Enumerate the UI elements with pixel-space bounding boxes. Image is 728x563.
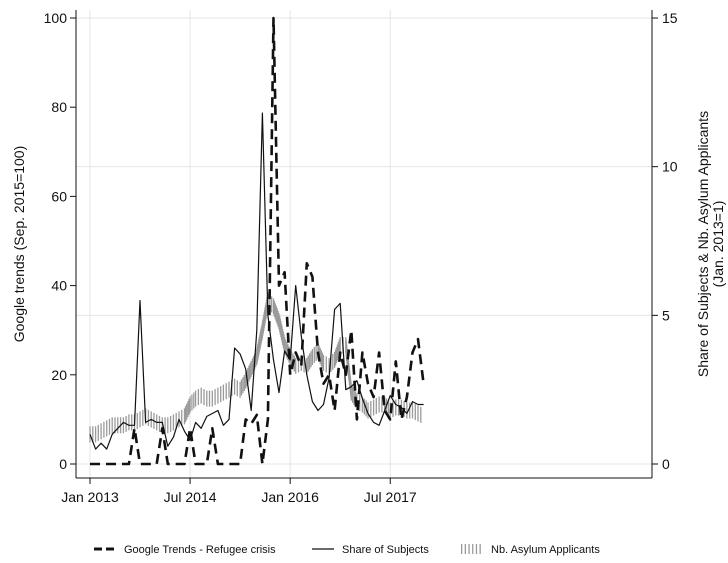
left-tick-label: 40 xyxy=(51,278,67,294)
right-tick-label: 10 xyxy=(662,159,678,175)
series-asylum-applicants xyxy=(89,292,422,443)
left-tick-label: 0 xyxy=(59,456,67,472)
left-tick-label: 20 xyxy=(51,367,67,383)
right-tick-label: 5 xyxy=(662,307,670,323)
x-tick-label: Jan 2016 xyxy=(261,489,319,505)
right-tick-label: 0 xyxy=(662,456,670,472)
left-tick-label: 60 xyxy=(51,188,67,204)
series-layer xyxy=(89,16,425,466)
legend-label-google-trends: Google Trends - Refugee crisis xyxy=(124,544,276,556)
right-tick-label: 15 xyxy=(662,10,678,26)
left-tick-label: 80 xyxy=(51,99,67,115)
right-axis-title-line1: Share of Subjects & Nb. Asylum Applicant… xyxy=(695,111,711,377)
axes: 0 20 40 60 80 100 0 5 10 15 Jan 2013 Jul 2014 Jan 20… xyxy=(44,10,678,505)
legend-label-share-of-subjects: Share of Subjects xyxy=(342,544,429,556)
x-tick-label: Jul 2017 xyxy=(364,489,417,505)
legend: Google Trends - Refugee crisis Share of … xyxy=(94,544,600,556)
series-share-of-subjects-line xyxy=(89,112,424,450)
right-axis-title-line2: (Jan. 2013=1) xyxy=(710,201,726,288)
x-tick-label: Jul 2014 xyxy=(164,489,217,505)
series-google-trends-line xyxy=(90,16,425,466)
left-axis-title: Google trends (Sep. 2015=100) xyxy=(11,146,27,343)
left-tick-label: 100 xyxy=(44,10,68,26)
legend-label-asylum-applicants: Nb. Asylum Applicants xyxy=(491,544,600,556)
x-tick-label: Jan 2013 xyxy=(61,489,119,505)
gridlines xyxy=(76,10,652,478)
